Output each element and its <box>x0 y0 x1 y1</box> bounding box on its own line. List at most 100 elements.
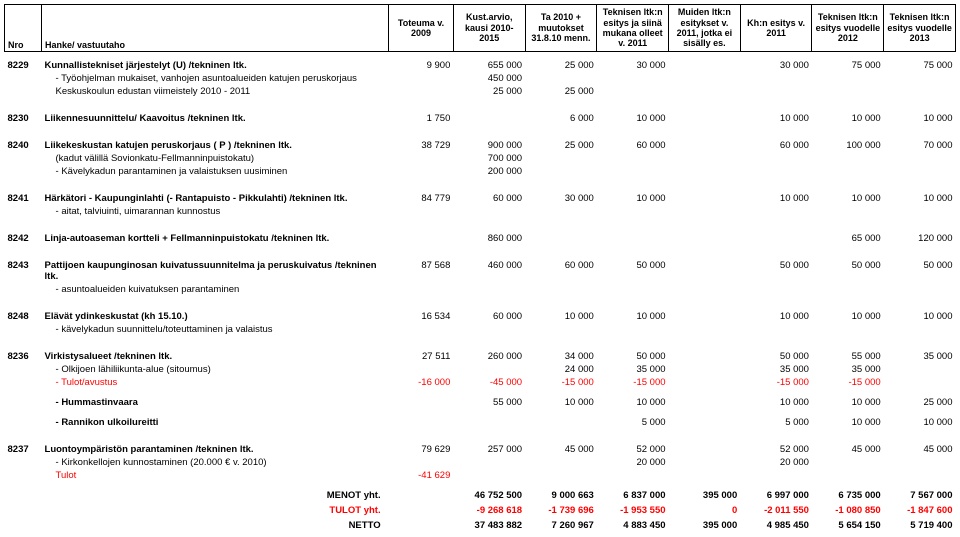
cell-value <box>389 409 454 436</box>
table-row: 8236Virkistysalueet /tekninen ltk.27 511… <box>5 343 956 363</box>
cell-label: - Tulot/avustus <box>42 376 389 389</box>
cell-value <box>812 85 884 105</box>
cell-label: TULOT yht. <box>42 503 389 518</box>
cell-value: 75 000 <box>884 52 956 73</box>
cell-value: 5 719 400 <box>884 518 956 533</box>
cell-value: 20 000 <box>740 456 812 469</box>
cell-value: 10 000 <box>740 389 812 409</box>
table-row: (kadut välillä Sovionkatu-Fellmanninpuis… <box>5 152 956 165</box>
cell-value <box>389 456 454 469</box>
cell-label: Tulot <box>42 469 389 482</box>
cell-label: - kävelykadun suunnittelu/toteuttaminen … <box>42 323 389 343</box>
cell-nro <box>5 152 42 165</box>
cell-value: 6 997 000 <box>740 488 812 503</box>
cell-value <box>525 283 597 303</box>
cell-value <box>389 503 454 518</box>
cell-label: - Työohjelman mukaiset, vanhojen asuntoa… <box>42 72 389 85</box>
cell-value <box>884 323 956 343</box>
cell-nro <box>5 488 42 503</box>
cell-value: 25 000 <box>525 132 597 152</box>
cell-label: Härkätori - Kaupunginlahti (- Rantapuist… <box>42 185 389 205</box>
cell-value: 10 000 <box>597 105 669 132</box>
cell-nro: 8243 <box>5 252 42 283</box>
cell-label: - Kävelykadun parantaminen ja valaistuks… <box>42 165 389 185</box>
cell-value: -15 000 <box>740 376 812 389</box>
col-h2: Ta 2010 + muutokset 31.8.10 menn. <box>525 5 597 52</box>
cell-value <box>389 323 454 343</box>
cell-value <box>812 205 884 225</box>
cell-value: 395 000 <box>669 518 741 533</box>
cell-value <box>812 323 884 343</box>
summary-row: MENOT yht.46 752 5009 000 6636 837 00039… <box>5 488 956 503</box>
cell-value: 30 000 <box>597 52 669 73</box>
table-header-row: Nro Hanke/ vastuutaho Toteuma v. 2009 Ku… <box>5 5 956 52</box>
cell-value <box>669 252 741 283</box>
cell-value: 10 000 <box>812 185 884 205</box>
cell-value <box>525 409 597 436</box>
col-h3: Teknisen ltk:n esitys ja siinä mukana ol… <box>597 5 669 52</box>
cell-value: 900 000 <box>453 132 525 152</box>
cell-nro <box>5 469 42 482</box>
cell-value <box>597 152 669 165</box>
cell-value <box>389 225 454 252</box>
cell-value: 10 000 <box>884 105 956 132</box>
cell-value <box>740 323 812 343</box>
cell-value: 9 900 <box>389 52 454 73</box>
cell-value: 10 000 <box>525 303 597 323</box>
cell-value: 34 000 <box>525 343 597 363</box>
cell-value <box>669 283 741 303</box>
cell-value: 0 <box>669 503 741 518</box>
cell-value: 700 000 <box>453 152 525 165</box>
cell-value <box>525 469 597 482</box>
cell-value <box>740 225 812 252</box>
cell-value: 10 000 <box>597 185 669 205</box>
cell-value <box>453 363 525 376</box>
cell-label: Pattijoen kaupunginosan kuivatussuunnite… <box>42 252 389 283</box>
cell-label: Keskuskoulun edustan viimeistely 2010 - … <box>42 85 389 105</box>
table-row: - aitat, talviuinti, uimarannan kunnostu… <box>5 205 956 225</box>
cell-value: 1 750 <box>389 105 454 132</box>
cell-value: 60 000 <box>740 132 812 152</box>
cell-nro: 8242 <box>5 225 42 252</box>
cell-nro <box>5 72 42 85</box>
cell-value <box>740 469 812 482</box>
cell-value: 50 000 <box>812 252 884 283</box>
cell-label: MENOT yht. <box>42 488 389 503</box>
cell-label: NETTO <box>42 518 389 533</box>
cell-nro <box>5 518 42 533</box>
cell-value <box>669 52 741 73</box>
cell-value: 10 000 <box>884 409 956 436</box>
cell-nro: 8236 <box>5 343 42 363</box>
cell-value <box>525 456 597 469</box>
cell-value: 35 000 <box>597 363 669 376</box>
cell-value <box>669 152 741 165</box>
cell-label: Luontoympäristön parantaminen /tekninen … <box>42 436 389 456</box>
cell-value <box>669 132 741 152</box>
cell-value: 10 000 <box>740 105 812 132</box>
cell-value <box>525 323 597 343</box>
cell-value <box>453 456 525 469</box>
cell-value: 25 000 <box>525 52 597 73</box>
cell-value: 5 000 <box>740 409 812 436</box>
cell-value <box>389 205 454 225</box>
cell-nro <box>5 85 42 105</box>
cell-nro: 8230 <box>5 105 42 132</box>
cell-value <box>884 283 956 303</box>
cell-value <box>453 283 525 303</box>
cell-value <box>669 185 741 205</box>
cell-value: -15 000 <box>812 376 884 389</box>
cell-value <box>740 72 812 85</box>
cell-value: 55 000 <box>453 389 525 409</box>
cell-value: -1 953 550 <box>597 503 669 518</box>
cell-value: 10 000 <box>597 389 669 409</box>
cell-value: 50 000 <box>597 343 669 363</box>
cell-value: 79 629 <box>389 436 454 456</box>
cell-value: 45 000 <box>884 436 956 456</box>
cell-value: 5 000 <box>597 409 669 436</box>
cell-value: 16 534 <box>389 303 454 323</box>
col-h1: Kust.arvio, kausi 2010-2015 <box>453 5 525 52</box>
cell-value: 6 735 000 <box>812 488 884 503</box>
cell-value <box>669 72 741 85</box>
cell-value <box>669 205 741 225</box>
cell-value <box>669 376 741 389</box>
